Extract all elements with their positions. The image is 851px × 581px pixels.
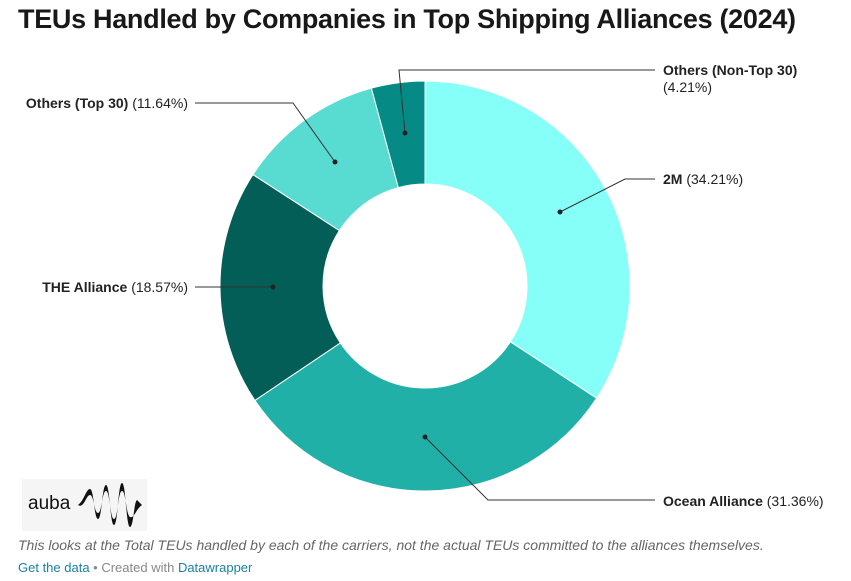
chart-note: This looks at the Total TEUs handled by … bbox=[18, 537, 764, 553]
label-the-alliance: THE Alliance (18.57%) bbox=[42, 279, 188, 295]
slice-others-non-top-30 bbox=[370, 80, 426, 189]
leader-dot bbox=[332, 159, 338, 165]
get-data-link[interactable]: Get the data bbox=[18, 560, 90, 575]
slice-the-alliance bbox=[219, 173, 342, 402]
leader-dot bbox=[557, 209, 563, 215]
leader-line-top30 bbox=[195, 102, 336, 163]
leader-lines bbox=[195, 69, 655, 501]
label-others-non-top30: Others (Non-Top 30) (4.21%) bbox=[663, 62, 798, 95]
footer: Get the data • Created with Datawrapper bbox=[18, 560, 253, 575]
label-ocean-alliance: Ocean Alliance (31.36%) bbox=[663, 493, 824, 509]
chart-title: TEUs Handled by Companies in Top Shippin… bbox=[18, 4, 796, 34]
label-2m: 2M (34.21%) bbox=[663, 171, 744, 187]
leader-line-ocean bbox=[424, 436, 655, 501]
datawrapper-link[interactable]: Datawrapper bbox=[177, 560, 253, 575]
label-others-top30: Others (Top 30) (11.64%) bbox=[25, 95, 188, 111]
leader-line-2m bbox=[559, 178, 655, 213]
slice-ocean-alliance bbox=[254, 341, 598, 492]
leader-dot bbox=[422, 434, 428, 440]
waveform-icon bbox=[78, 483, 142, 527]
leader-dot bbox=[270, 284, 276, 290]
auba-logo: auba bbox=[22, 479, 147, 531]
leader-line-non-top30 bbox=[398, 69, 655, 134]
leader-dot bbox=[402, 130, 408, 136]
slice-2m bbox=[424, 80, 631, 399]
